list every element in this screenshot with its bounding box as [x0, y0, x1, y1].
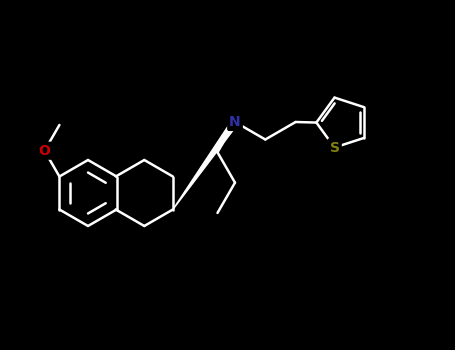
Text: N: N	[229, 115, 241, 129]
Text: S: S	[329, 140, 339, 154]
Text: O: O	[39, 144, 51, 158]
Polygon shape	[173, 120, 238, 210]
Text: S: S	[329, 140, 339, 154]
